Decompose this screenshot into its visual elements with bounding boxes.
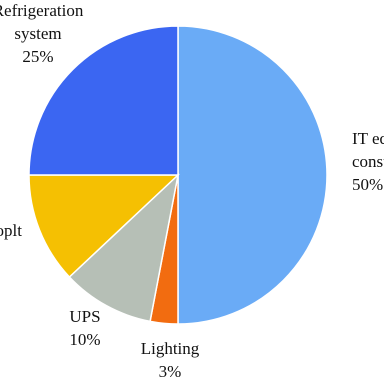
slice-label: consumption <box>352 152 384 171</box>
slice-label: Lighting <box>141 339 200 358</box>
slice-label: IT equipment <box>352 129 384 148</box>
pie-slice <box>177 25 328 325</box>
slice-label: oplt <box>0 221 22 240</box>
slice-label: Refrigeration <box>0 1 84 20</box>
value-label: 3% <box>159 362 182 381</box>
pie-slice <box>28 174 180 279</box>
value-label: 25% <box>22 47 53 66</box>
value-label: 10% <box>69 330 100 349</box>
slice-label: UPS <box>69 307 100 326</box>
pie-slice <box>68 172 180 323</box>
slice-label: system <box>14 24 61 43</box>
value-label: 50% <box>352 175 383 194</box>
pie-slice <box>28 25 179 176</box>
